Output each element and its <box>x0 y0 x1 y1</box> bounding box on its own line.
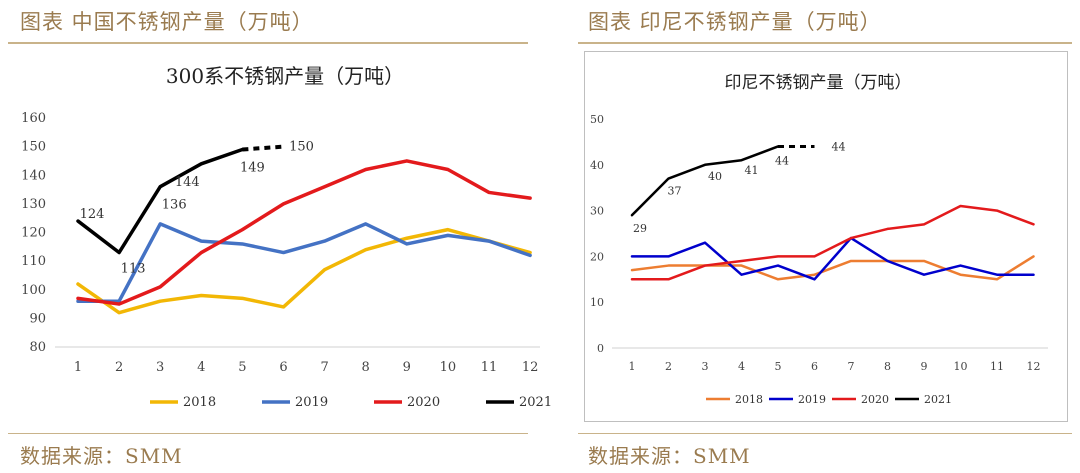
x-tick-label: 5 <box>775 360 782 373</box>
series-line-2019 <box>76 222 532 303</box>
y-tick-label: 160 <box>21 111 46 126</box>
chart-title: 300系不锈钢产量（万吨） <box>166 64 404 88</box>
x-tick-label: 7 <box>320 360 328 375</box>
y-tick-label: 100 <box>21 283 46 298</box>
x-tick-label: 12 <box>1027 360 1041 373</box>
x-tick-label: 3 <box>702 360 709 373</box>
y-tick-label: 80 <box>29 340 46 355</box>
data-label: 136 <box>162 198 187 213</box>
data-label: 44 <box>832 140 846 153</box>
y-tick-label: 40 <box>590 159 604 172</box>
legend-label-2018: 2018 <box>735 393 763 406</box>
data-label: 150 <box>289 140 314 155</box>
data-label: 29 <box>633 222 647 235</box>
series-line-2020 <box>76 159 532 306</box>
x-tick-label: 5 <box>238 360 246 375</box>
y-tick-label: 150 <box>21 140 46 155</box>
right-source-rule <box>578 433 1072 434</box>
x-tick-label: 3 <box>156 360 164 375</box>
legend-label-2019: 2019 <box>798 393 826 406</box>
series-line-2020 <box>630 204 1035 281</box>
data-label: 124 <box>80 207 105 222</box>
y-tick-label: 110 <box>21 254 46 269</box>
series-line-2019 <box>630 236 1035 281</box>
left-source-rule <box>8 433 528 434</box>
right-chart-frame <box>584 51 1068 422</box>
right-source-note: 数据来源：SMM <box>588 444 751 468</box>
right-figure-title: 图表 印尼不锈钢产量（万吨） <box>588 10 882 34</box>
x-tick-label: 4 <box>738 360 745 373</box>
x-tick-label: 4 <box>197 360 205 375</box>
x-tick-label: 1 <box>629 360 636 373</box>
data-label: 40 <box>708 170 722 183</box>
x-tick-label: 10 <box>440 360 457 375</box>
left-figure-title: 图表 中国不锈钢产量（万吨） <box>20 10 314 34</box>
x-tick-label: 8 <box>884 360 891 373</box>
y-tick-label: 10 <box>590 296 604 309</box>
y-tick-label: 50 <box>590 113 604 126</box>
chart-title: 印尼不锈钢产量（万吨） <box>725 73 912 93</box>
series-line-2018 <box>630 255 1035 281</box>
data-label: 41 <box>745 164 759 177</box>
y-tick-label: 30 <box>590 205 604 218</box>
x-tick-label: 6 <box>811 360 818 373</box>
data-label: 149 <box>240 160 265 175</box>
series-line-2018 <box>76 227 532 315</box>
series-line-2021 <box>630 145 780 217</box>
x-tick-label: 2 <box>665 360 672 373</box>
legend-label-2021: 2021 <box>924 393 952 406</box>
x-tick-label: 1 <box>74 360 82 375</box>
x-tick-label: 9 <box>403 360 411 375</box>
y-tick-label: 90 <box>29 311 46 326</box>
y-tick-label: 120 <box>21 226 46 241</box>
data-label: 44 <box>775 154 789 167</box>
y-tick-label: 130 <box>21 197 46 212</box>
x-tick-label: 10 <box>954 360 968 373</box>
legend-label-2020: 2020 <box>407 395 440 410</box>
legend-label-2021: 2021 <box>519 395 552 410</box>
x-tick-label: 11 <box>990 360 1004 373</box>
x-tick-label: 11 <box>481 360 498 375</box>
x-tick-label: 6 <box>279 360 287 375</box>
left-title-rule <box>8 42 528 44</box>
left-source-note: 数据来源：SMM <box>20 444 183 468</box>
x-tick-label: 2 <box>115 360 123 375</box>
data-label: 37 <box>668 185 682 198</box>
legend-label-2019: 2019 <box>295 395 328 410</box>
x-tick-label: 8 <box>362 360 370 375</box>
data-label: 144 <box>175 175 200 190</box>
series-forecast-2021 <box>242 144 284 152</box>
series-line-2021 <box>76 147 245 255</box>
data-label: 113 <box>121 262 146 277</box>
x-tick-label: 7 <box>848 360 855 373</box>
y-tick-label: 20 <box>590 250 604 263</box>
legend-label-2018: 2018 <box>183 395 216 410</box>
x-tick-label: 9 <box>921 360 928 373</box>
legend-label-2020: 2020 <box>861 393 889 406</box>
right-title-rule <box>578 42 1072 44</box>
y-tick-label: 140 <box>21 168 46 183</box>
y-tick-label: 0 <box>597 342 604 355</box>
x-tick-label: 12 <box>522 360 539 375</box>
